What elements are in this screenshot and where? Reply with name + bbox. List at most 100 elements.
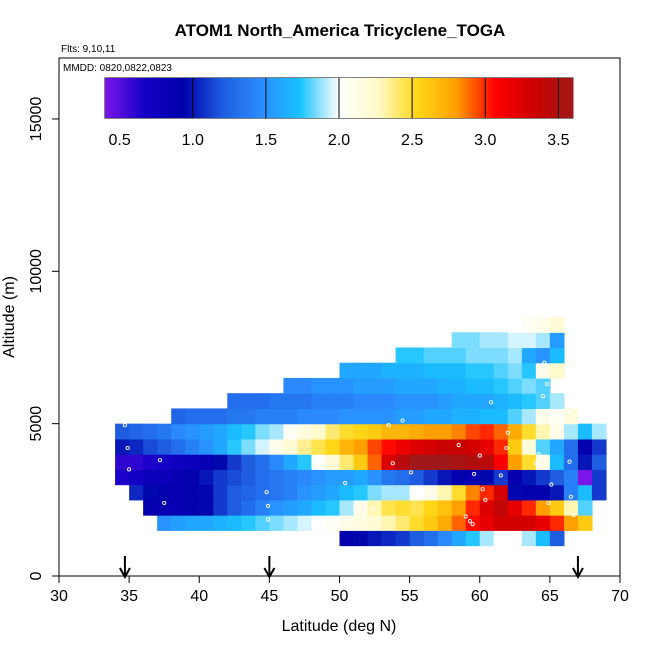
heatmap-cell <box>269 408 285 425</box>
heatmap-cell <box>395 423 411 440</box>
heatmap-cell <box>381 530 397 547</box>
colorbar-segment <box>292 78 296 118</box>
heatmap-cell <box>199 515 214 531</box>
heatmap-cell <box>157 484 172 501</box>
heatmap-cell <box>535 393 551 410</box>
heatmap-cell <box>367 469 383 486</box>
heatmap-cell <box>213 469 228 486</box>
heatmap-cell <box>493 408 509 425</box>
colorbar-segment <box>280 78 284 118</box>
heatmap-cell <box>493 393 509 410</box>
heatmap-cell <box>563 423 579 440</box>
heatmap-cell <box>255 408 270 425</box>
heatmap-cell <box>479 362 495 379</box>
heatmap-cell <box>521 377 537 394</box>
heatmap-cell <box>451 469 467 486</box>
sample-point <box>463 514 468 519</box>
heatmap-cell <box>577 499 593 516</box>
heatmap-cell <box>437 499 453 516</box>
x-tick-label: 50 <box>331 588 349 605</box>
heatmap-cell <box>297 515 313 531</box>
heatmap-cell <box>507 530 523 547</box>
heatmap-cell <box>353 530 369 547</box>
y-axis-label: Altitude (m) <box>1 276 18 358</box>
colorbar-segment <box>257 78 261 118</box>
colorbar-segment <box>400 78 404 118</box>
heatmap-cell <box>577 515 593 531</box>
heatmap-cell <box>241 499 256 516</box>
heatmap-cell <box>199 454 214 470</box>
colorbar-segment <box>555 78 559 118</box>
colorbar-gradient <box>105 78 574 118</box>
colorbar-segment <box>537 78 542 118</box>
colorbar-segment <box>321 78 325 118</box>
heatmap-cell <box>507 423 523 440</box>
colorbar-segment <box>140 78 144 118</box>
heatmap-cell <box>409 438 425 455</box>
heatmap-cell <box>143 423 158 440</box>
heatmap-cell <box>311 469 327 486</box>
heatmap-cell <box>339 362 355 379</box>
colorbar-segment <box>105 78 109 118</box>
colorbar-segment <box>201 78 205 118</box>
colorbar-segment <box>526 78 530 118</box>
colorbar-segment <box>336 78 340 118</box>
x-axis-ticks: 30 35 40 45 50 55 60 65 70 <box>50 576 629 605</box>
colorbar-segment <box>385 78 390 118</box>
colorbar-segment <box>204 78 208 118</box>
heatmap-cell <box>227 423 242 440</box>
heatmap-cell <box>311 423 327 440</box>
heatmap-cell <box>493 347 509 364</box>
heatmap-cell <box>507 515 523 531</box>
heatmap-cell <box>185 499 200 516</box>
heatmap-cell <box>325 499 341 516</box>
heatmap-cell <box>157 515 172 531</box>
heatmap-cell <box>381 454 397 470</box>
colorbar-segment <box>318 78 322 118</box>
sample-point <box>386 423 391 428</box>
heatmap-cell <box>143 469 158 486</box>
colorbar-segment <box>546 78 551 118</box>
heatmap-cell <box>521 393 537 410</box>
colorbar-segment <box>488 78 492 118</box>
x-tick-label: 35 <box>120 588 138 605</box>
heatmap-cell <box>465 393 481 410</box>
heatmap-cell <box>297 454 313 470</box>
colorbar-segment <box>377 78 381 118</box>
heatmap-cell <box>185 484 200 501</box>
colorbar-segment <box>517 78 521 118</box>
heatmap-cell <box>157 454 172 470</box>
heatmap-cell <box>423 530 439 547</box>
colorbar-segment <box>116 78 121 118</box>
x-axis-label: Latitude (deg N) <box>282 618 397 635</box>
colorbar-segment <box>438 78 442 118</box>
colorbar-segment <box>178 78 182 118</box>
colorbar-segment <box>391 78 396 118</box>
colorbar-segment <box>189 78 194 118</box>
colorbar-segment <box>561 78 565 118</box>
heatmap-cell <box>423 377 439 394</box>
colorbar-segment <box>216 78 220 118</box>
heatmap-cell <box>269 499 285 516</box>
heatmap-cell <box>535 347 551 364</box>
colorbar-segment <box>300 78 305 118</box>
heatmap-cell <box>521 499 537 516</box>
colorbar-tick-label: 2.5 <box>401 132 423 149</box>
heatmap-cell <box>381 438 397 455</box>
colorbar-segment <box>107 78 112 118</box>
colorbar-segment <box>491 78 495 118</box>
colorbar-segment <box>166 78 170 118</box>
heatmap-cell <box>353 423 369 440</box>
marker-arrow-icon <box>572 567 584 580</box>
x-tick-label: 65 <box>541 588 559 605</box>
heatmap-cell <box>549 347 565 364</box>
colorbar-segment <box>344 78 349 118</box>
heatmap-cell <box>395 469 411 486</box>
colorbar-segment <box>330 78 334 118</box>
heatmap-cell <box>563 469 579 486</box>
sample-point <box>343 481 348 486</box>
colorbar-segment <box>160 78 164 118</box>
heatmap-cell <box>269 393 285 410</box>
sample-point <box>472 471 477 476</box>
heatmap-cell <box>493 377 509 394</box>
